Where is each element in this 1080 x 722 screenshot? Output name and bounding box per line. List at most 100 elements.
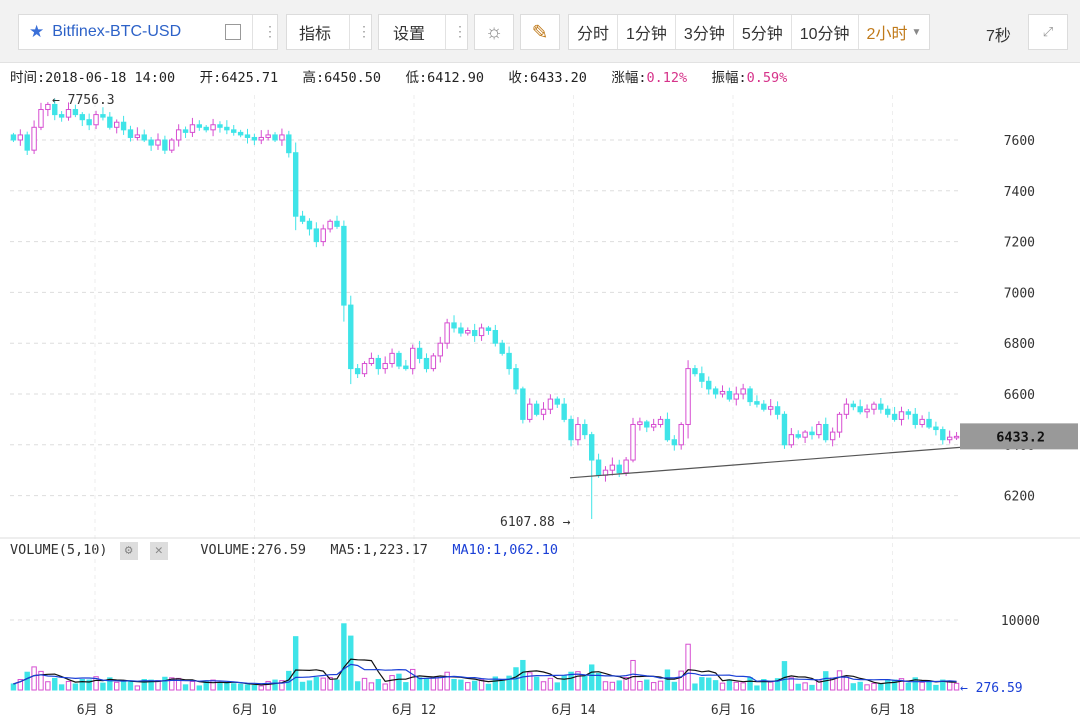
candle [816, 421, 822, 439]
volume-bar [740, 682, 746, 691]
interval-option[interactable]: 分时 [569, 15, 619, 49]
volume-bar [72, 683, 79, 691]
candle [644, 419, 650, 433]
candle [568, 415, 574, 447]
interval-option[interactable]: 5分钟 [734, 15, 792, 49]
settings-more-icon[interactable]: ⋮ [453, 23, 467, 39]
candle [231, 125, 237, 136]
volume-bar [79, 679, 85, 691]
star-icon[interactable]: ★ [29, 22, 45, 41]
candle [561, 398, 567, 423]
candle [671, 435, 678, 451]
candle [547, 394, 554, 415]
interval-option[interactable]: 10分钟 [792, 15, 859, 49]
candle [699, 366, 705, 388]
time-tick: 6月 14 [551, 703, 595, 718]
more-icon[interactable]: ⋮ [263, 23, 277, 39]
volume-bar [31, 666, 37, 691]
candle [692, 365, 698, 377]
volume-bar [492, 676, 499, 691]
candle [898, 406, 905, 426]
candle [114, 119, 120, 134]
candle-body [595, 459, 602, 476]
candle-body [823, 423, 829, 441]
candle [712, 386, 719, 399]
volume-bar [244, 684, 251, 691]
volume-bar [93, 676, 99, 691]
candle-body [279, 134, 285, 141]
candle [664, 412, 671, 442]
symbol-name: Bitfinex-BTC-USD [52, 23, 182, 40]
candle [788, 428, 795, 448]
candle [678, 422, 684, 450]
volume-current-label: ← 276.59 [960, 681, 1023, 696]
volume-bar [706, 677, 712, 691]
volume-bar [575, 671, 581, 691]
interval-dropdown[interactable]: 2小时 ▼ [859, 15, 930, 49]
candle [86, 113, 92, 131]
candle-body [575, 423, 581, 441]
volume-bar [933, 684, 939, 691]
interval-option[interactable]: 1分钟 [618, 15, 676, 49]
candle [850, 400, 856, 411]
candle [79, 112, 85, 127]
candle-body [286, 134, 292, 154]
volume-bar [175, 677, 182, 691]
candle-body [155, 139, 161, 146]
fullscreen-button[interactable]: ⤢ [1028, 14, 1068, 50]
candle-body [306, 220, 313, 230]
popout-icon[interactable] [225, 24, 241, 40]
close-icon[interactable]: ✕ [149, 542, 168, 560]
settings-button[interactable]: 设置 ⋮ [378, 14, 468, 50]
candle [733, 386, 739, 406]
interval-option[interactable]: 3分钟 [676, 15, 734, 49]
draw-tool-button[interactable]: ✎ [520, 14, 560, 50]
volume-bar [616, 680, 622, 691]
gear-icon[interactable]: ⚙ [119, 542, 138, 560]
candle [403, 359, 409, 371]
indicators-button[interactable]: 指标 ⋮ [286, 14, 372, 50]
volume-bar [671, 681, 678, 691]
candle [885, 405, 891, 418]
volume-bar [17, 679, 24, 691]
candle [410, 344, 416, 375]
candle-body [361, 363, 368, 375]
candle [492, 324, 499, 347]
candle-body [189, 124, 196, 133]
candle-body [79, 114, 85, 121]
interval-group: 分时 1分钟 3分钟 5分钟 10分钟 2小时 ▼ [568, 14, 931, 50]
candle-body [396, 352, 402, 367]
candle [341, 220, 347, 322]
candle [10, 132, 17, 143]
candle [45, 102, 51, 117]
candle [120, 115, 127, 135]
volume-bar [403, 682, 409, 691]
indicators-more-icon[interactable]: ⋮ [357, 23, 371, 39]
candle [616, 459, 622, 478]
volume-bar [120, 680, 127, 691]
theme-toggle-button[interactable]: ☼ [474, 14, 514, 50]
symbol-selector[interactable]: ★ Bitfinex-BTC-USD ⋮ [18, 14, 278, 50]
candle-body [623, 459, 629, 474]
candle [650, 418, 657, 432]
candle-body [933, 426, 939, 431]
candle [761, 400, 767, 412]
candle [52, 98, 58, 121]
volume-bar [182, 684, 189, 691]
candle [747, 386, 753, 406]
volume-bar [926, 680, 932, 691]
volume-bar [829, 677, 836, 691]
candle [107, 112, 113, 130]
candle-body [650, 423, 657, 428]
candle-body [836, 413, 843, 433]
candle-body [45, 103, 51, 111]
candle [533, 400, 540, 417]
time-label: 时间: [10, 70, 46, 86]
price-tick: 6400 [1004, 439, 1035, 454]
candle-body [320, 228, 326, 243]
candle [244, 128, 251, 144]
candle [589, 431, 595, 519]
candle-body [699, 373, 705, 382]
candle-body [162, 139, 168, 151]
